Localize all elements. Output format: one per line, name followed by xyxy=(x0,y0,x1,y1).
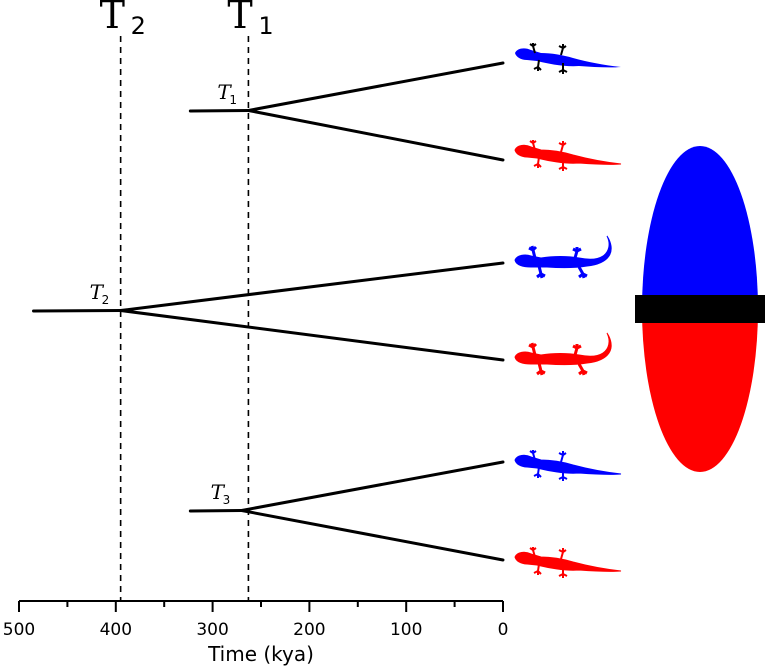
hybrid-ellipse xyxy=(635,146,765,472)
gecko-red-icon xyxy=(514,139,622,172)
tick-label: 400 xyxy=(100,620,132,640)
branch-upper xyxy=(119,261,505,312)
tick-label: 500 xyxy=(3,620,35,640)
branch-stem xyxy=(32,309,123,313)
split-subscript: 1 xyxy=(229,93,237,107)
gecko-blue-icon xyxy=(515,43,621,74)
tick-label: 200 xyxy=(293,620,325,640)
reference-subscript: 1 xyxy=(258,12,273,40)
split-label: T xyxy=(90,280,105,304)
branch-upper xyxy=(246,61,505,112)
branch-lower xyxy=(119,309,505,362)
ellipse-blue-half xyxy=(642,146,758,310)
split-label: T xyxy=(217,80,232,104)
reference-label: Τ xyxy=(100,0,125,37)
gecko-red-icon xyxy=(514,546,622,579)
branch-upper xyxy=(240,460,505,512)
branch-lower xyxy=(246,109,505,162)
tick-label: 100 xyxy=(390,620,422,640)
split-subscript: 3 xyxy=(223,493,231,507)
gecko-blue-icon xyxy=(514,449,622,482)
branches xyxy=(32,61,505,562)
ellipse-bar xyxy=(635,295,765,323)
tick-label: 0 xyxy=(498,620,509,640)
ellipse-red-half xyxy=(642,310,758,472)
tick-label: 300 xyxy=(196,620,228,640)
gecko-red-icon xyxy=(513,331,613,377)
split-label: T xyxy=(211,480,226,504)
gecko-blue-icon xyxy=(513,234,613,280)
time-axis: 500 400 300 200 100 0 Time (kya) xyxy=(3,600,509,666)
axis-title: Time (kya) xyxy=(207,642,314,666)
branch-stem xyxy=(188,509,244,513)
reference-label: Τ xyxy=(227,0,252,37)
reference-subscript: 2 xyxy=(131,12,146,40)
split-subscript: 2 xyxy=(102,293,110,307)
branch-stem xyxy=(188,109,250,113)
branch-lower xyxy=(240,509,505,562)
